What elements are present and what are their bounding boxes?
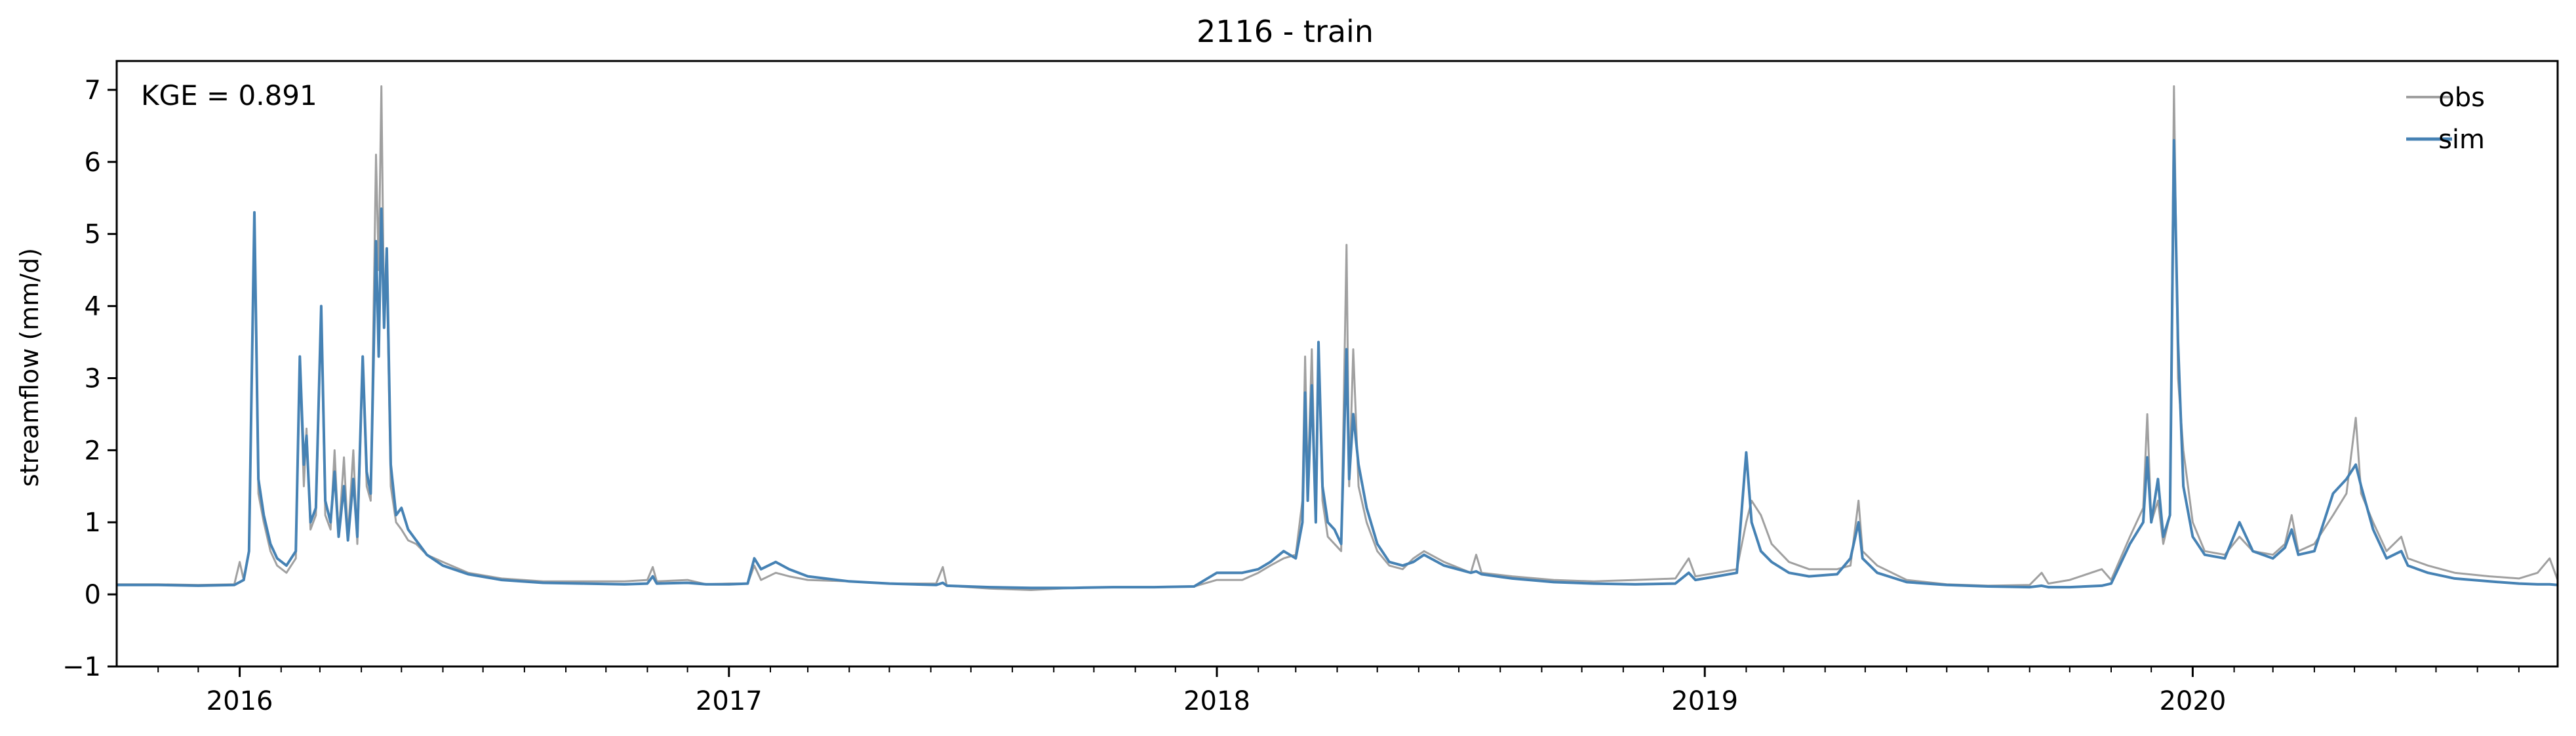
- y-axis-label: streamflow (mm/d): [15, 248, 44, 487]
- y-tick-label: 3: [85, 363, 101, 394]
- y-tick-label: 1: [85, 508, 101, 538]
- kge-annotation: KGE = 0.891: [141, 79, 317, 112]
- y-tick-label: 0: [85, 580, 101, 610]
- x-tick-label: 2016: [207, 686, 273, 716]
- y-tick-label: 7: [85, 75, 101, 106]
- legend-label-sim: sim: [2438, 125, 2485, 155]
- y-tick-label: 5: [85, 220, 101, 250]
- y-axis: −1 0 1 2 3 4 5 6 7: [62, 75, 117, 682]
- x-tick-label: 2019: [1671, 686, 1738, 716]
- series-line-sim: [117, 138, 2558, 590]
- y-tick-label: 6: [85, 148, 101, 178]
- x-tick-label: 2018: [1183, 686, 1250, 716]
- y-tick-label: 4: [85, 292, 101, 322]
- y-tick-label: 2: [85, 436, 101, 466]
- x-axis: 2016 2017 2018 2019 2020: [157, 666, 2520, 716]
- y-tick-label: −1: [62, 652, 101, 682]
- legend-label-obs: obs: [2438, 83, 2485, 113]
- chart-title: 2116 - train: [1197, 14, 1374, 49]
- x-tick-label: 2017: [696, 686, 763, 716]
- x-tick-label: 2020: [2159, 686, 2226, 716]
- series-layer: [117, 85, 2558, 591]
- plot-frame: [115, 60, 2559, 668]
- legend: obs sim: [2406, 83, 2485, 155]
